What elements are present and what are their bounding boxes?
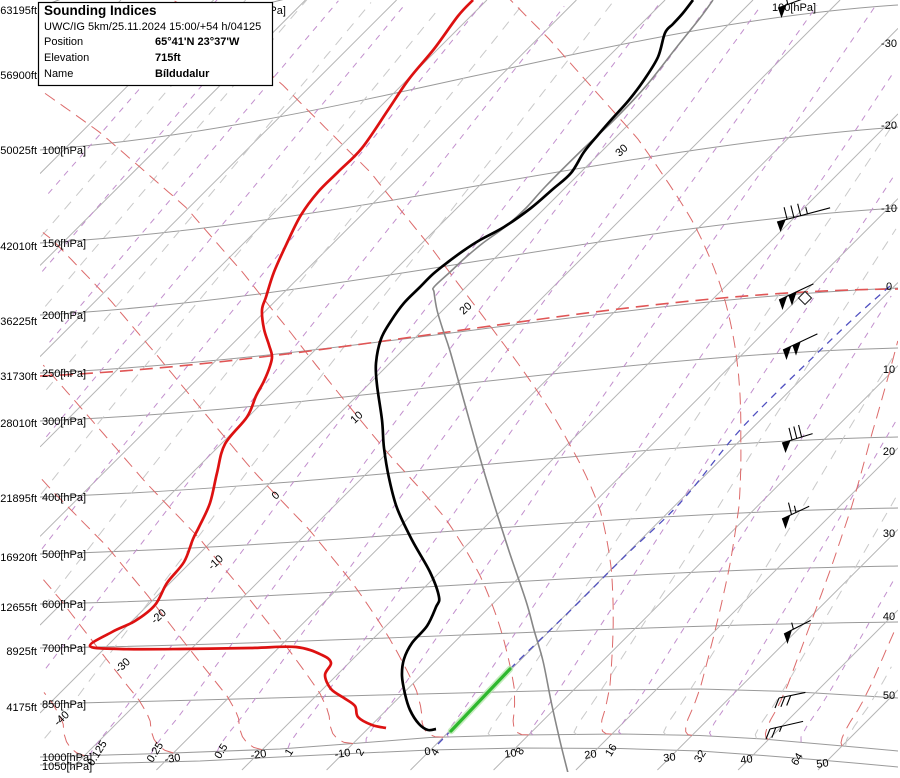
svg-text:16: 16 [603,742,620,759]
svg-text:2: 2 [354,747,367,759]
svg-text:1: 1 [283,747,296,759]
svg-text:30: 30 [883,528,895,540]
svg-text:-30: -30 [164,752,181,766]
svg-text:100[hPa]: 100[hPa] [772,2,816,14]
svg-text:-30: -30 [881,38,897,50]
svg-text:400[hPa]: 400[hPa] [42,492,86,504]
svg-text:-10: -10 [881,203,897,215]
svg-text:Elevation: Elevation [44,52,89,64]
svg-text:600[hPa]: 600[hPa] [42,599,86,611]
svg-text:4175ft: 4175ft [6,702,37,714]
svg-text:8925ft: 8925ft [6,646,37,658]
svg-text:-20: -20 [881,120,897,132]
svg-text:250[hPa]: 250[hPa] [42,368,86,380]
svg-text:64: 64 [789,751,806,768]
svg-text:30: 30 [663,751,677,765]
svg-text:700[hPa]: 700[hPa] [42,643,86,655]
svg-text:32: 32 [692,748,709,765]
svg-text:21895ft: 21895ft [0,493,37,505]
svg-text:715ft: 715ft [155,52,181,64]
svg-text:40: 40 [883,611,895,623]
svg-text:50025ft: 50025ft [0,145,37,157]
svg-text:10: 10 [883,364,895,376]
svg-text:42010ft: 42010ft [0,241,37,253]
svg-text:Bíldudalur: Bíldudalur [155,68,210,80]
svg-text:150[hPa]: 150[hPa] [42,238,86,250]
svg-text:31730ft: 31730ft [0,371,37,383]
svg-text:28010ft: 28010ft [0,418,37,430]
svg-text:1000[hPa]: 1000[hPa] [42,752,92,764]
svg-text:36225ft: 36225ft [0,316,37,328]
svg-text:20: 20 [584,748,598,762]
svg-text:300[hPa]: 300[hPa] [42,416,86,428]
svg-text:0: 0 [424,746,432,759]
svg-text:50: 50 [883,690,895,702]
svg-text:Position: Position [44,36,83,48]
svg-text:500[hPa]: 500[hPa] [42,549,86,561]
svg-text:1050[hPa]: 1050[hPa] [42,761,92,773]
svg-text:100[hPa]: 100[hPa] [42,145,86,157]
svg-text:200[hPa]: 200[hPa] [42,310,86,322]
svg-text:850[hPa]: 850[hPa] [42,699,86,711]
svg-text:Name: Name [44,68,73,80]
svg-text:UWC/IG 5km/25.11.2024 15:00/+5: UWC/IG 5km/25.11.2024 15:00/+54 h/04125 [44,21,261,33]
svg-text:8: 8 [514,746,527,758]
svg-text:4: 4 [429,747,442,759]
svg-text:50: 50 [816,757,830,771]
svg-text:16920ft: 16920ft [0,552,37,564]
svg-text:56900ft: 56900ft [0,70,37,82]
svg-text:63195ft: 63195ft [0,5,37,17]
svg-text:40: 40 [740,753,754,767]
svg-text:12655ft: 12655ft [0,602,37,614]
svg-text:-20: -20 [250,748,267,762]
svg-text:Sounding Indices: Sounding Indices [44,3,157,18]
svg-text:-10: -10 [334,747,351,761]
svg-text:20: 20 [883,446,895,458]
svg-text:0: 0 [886,281,892,293]
svg-text:65°41'N 23°37'W: 65°41'N 23°37'W [155,36,240,48]
svg-text:10: 10 [504,747,518,761]
